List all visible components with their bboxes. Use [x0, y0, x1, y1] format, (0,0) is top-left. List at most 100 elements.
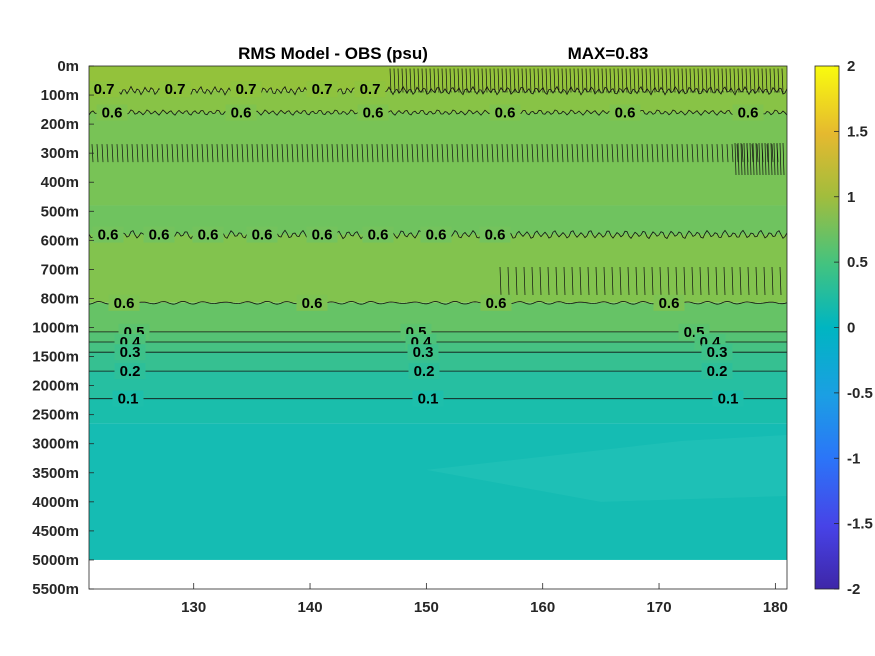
contour-label-bg	[159, 81, 191, 98]
contour-band	[89, 331, 787, 343]
plot-area: 0.7 0.7 0.7 0.7 0.7 0.6 0.6 0.6 0.6 0.6 0.6 0.6 0.6 0…	[89, 66, 787, 560]
y-tick-label: 3000m	[32, 436, 79, 453]
y-tick-label: 4500m	[32, 523, 79, 540]
contour-label-bg	[246, 226, 278, 243]
contour-label: 0.7	[94, 81, 115, 98]
colorbar-tick-label: -2	[847, 581, 860, 598]
contour-label-bg	[420, 226, 452, 243]
contour-band	[89, 352, 787, 372]
y-tick-label: 4000m	[32, 494, 79, 511]
contour-label-bg	[230, 81, 262, 98]
contour-label: 0.6	[615, 104, 636, 121]
contour-label: 0.6	[252, 227, 273, 244]
y-tick-label: 2500m	[32, 407, 79, 424]
colorbar-tick-label: -1	[847, 450, 860, 467]
y-tick-label: 300m	[41, 145, 79, 162]
contour-label: 0.3	[120, 344, 141, 361]
contour-label-bg	[609, 104, 641, 121]
contour-label-bg	[114, 363, 146, 380]
contour-label: 0.6	[363, 104, 384, 121]
contour-label: 0.6	[485, 227, 506, 244]
x-axis: 130 140 150 160 170 180	[181, 583, 788, 616]
contour-label: 0.7	[360, 81, 381, 98]
contour-label-bg	[143, 226, 175, 243]
contour-label-bg	[480, 294, 512, 311]
contour-label: 0.6	[368, 227, 389, 244]
contour-label: 0.6	[486, 295, 507, 312]
contour-label: 0.2	[414, 363, 435, 380]
contour-label-bg	[114, 344, 146, 361]
y-tick-label: 200m	[41, 116, 79, 133]
contour-label: 0.3	[707, 344, 728, 361]
contour-label: 0.7	[312, 81, 333, 98]
contour-label: 0.2	[707, 363, 728, 380]
contour-label: 0.6	[231, 104, 252, 121]
contour-label-bg	[357, 104, 389, 121]
contour-label-bg	[408, 363, 440, 380]
contour-label-bg	[112, 390, 144, 407]
colorbar-tick-label: 1	[847, 189, 855, 206]
contour-label-bg	[89, 81, 120, 98]
y-tick-label: 500m	[41, 203, 79, 220]
contour-label-bg	[354, 81, 386, 98]
y-tick-label: 2000m	[32, 378, 79, 395]
contour-label: 0.6	[659, 295, 680, 312]
contour-line	[389, 68, 784, 93]
contour-label-bg	[732, 104, 764, 121]
contour-label: 0.6	[98, 227, 119, 244]
y-tick-label: 0m	[57, 58, 79, 75]
colorbar-tick-label: -0.5	[847, 385, 873, 402]
y-tick-label: 100m	[41, 87, 79, 104]
y-axis: 0m 100m 200m 300m 400m 500m 600m 700m 800m 1000m 1…	[32, 58, 94, 598]
y-tick-label: 400m	[41, 174, 79, 191]
contour-label: 0.6	[495, 104, 516, 121]
contour-label: 0.7	[236, 81, 257, 98]
y-tick-label: 1500m	[32, 349, 79, 366]
y-tick-label: 800m	[41, 290, 79, 307]
colorbar-tick-label: 0.5	[847, 254, 868, 271]
contour-label-bg	[92, 226, 124, 243]
x-tick-label: 180	[763, 599, 788, 616]
contour-label: 0.6	[312, 227, 333, 244]
x-tick-label: 130	[181, 599, 206, 616]
x-tick-label: 160	[530, 599, 555, 616]
contour-label-bg	[306, 226, 338, 243]
contour-label-bg	[225, 104, 257, 121]
contour-label-bg	[296, 294, 328, 311]
contour-label-bg	[712, 390, 744, 407]
contour-label-bg	[479, 226, 511, 243]
y-tick-label: 5500m	[32, 581, 79, 598]
contour-band	[426, 435, 787, 502]
x-tick-label: 150	[414, 599, 439, 616]
contour-label-bg	[362, 226, 394, 243]
contour-label: 0.6	[198, 227, 219, 244]
contour-label: 0.3	[413, 344, 434, 361]
contour-label: 0.6	[149, 227, 170, 244]
contour-band	[89, 90, 787, 113]
y-tick-label: 700m	[41, 261, 79, 278]
y-tick-label: 600m	[41, 232, 79, 249]
contour-line	[734, 142, 785, 175]
contour-label-bg	[407, 344, 439, 361]
y-tick-label: 1000m	[32, 320, 79, 337]
contour-label-bg	[192, 226, 224, 243]
contour-line	[499, 266, 782, 296]
colorbar-tick-label: -1.5	[847, 516, 873, 533]
colorbar-tick-label: 2	[847, 58, 855, 75]
contour-label-bg	[701, 363, 733, 380]
y-tick-label: 5000m	[32, 552, 79, 569]
contour-label: 0.6	[114, 295, 135, 312]
y-tick-label: 3500m	[32, 465, 79, 482]
contour-label: 0.1	[418, 391, 439, 408]
contour-label: 0.6	[426, 227, 447, 244]
contour-label-bg	[306, 81, 338, 98]
x-tick-label: 170	[647, 599, 672, 616]
contour-label: 0.2	[120, 363, 141, 380]
contour-label-bg	[412, 390, 444, 407]
contour-label: 0.6	[302, 295, 323, 312]
contour-band	[89, 234, 787, 303]
contour-label-bg	[96, 104, 128, 121]
contour-label-bg	[701, 344, 733, 361]
contour-label: 0.1	[718, 391, 739, 408]
